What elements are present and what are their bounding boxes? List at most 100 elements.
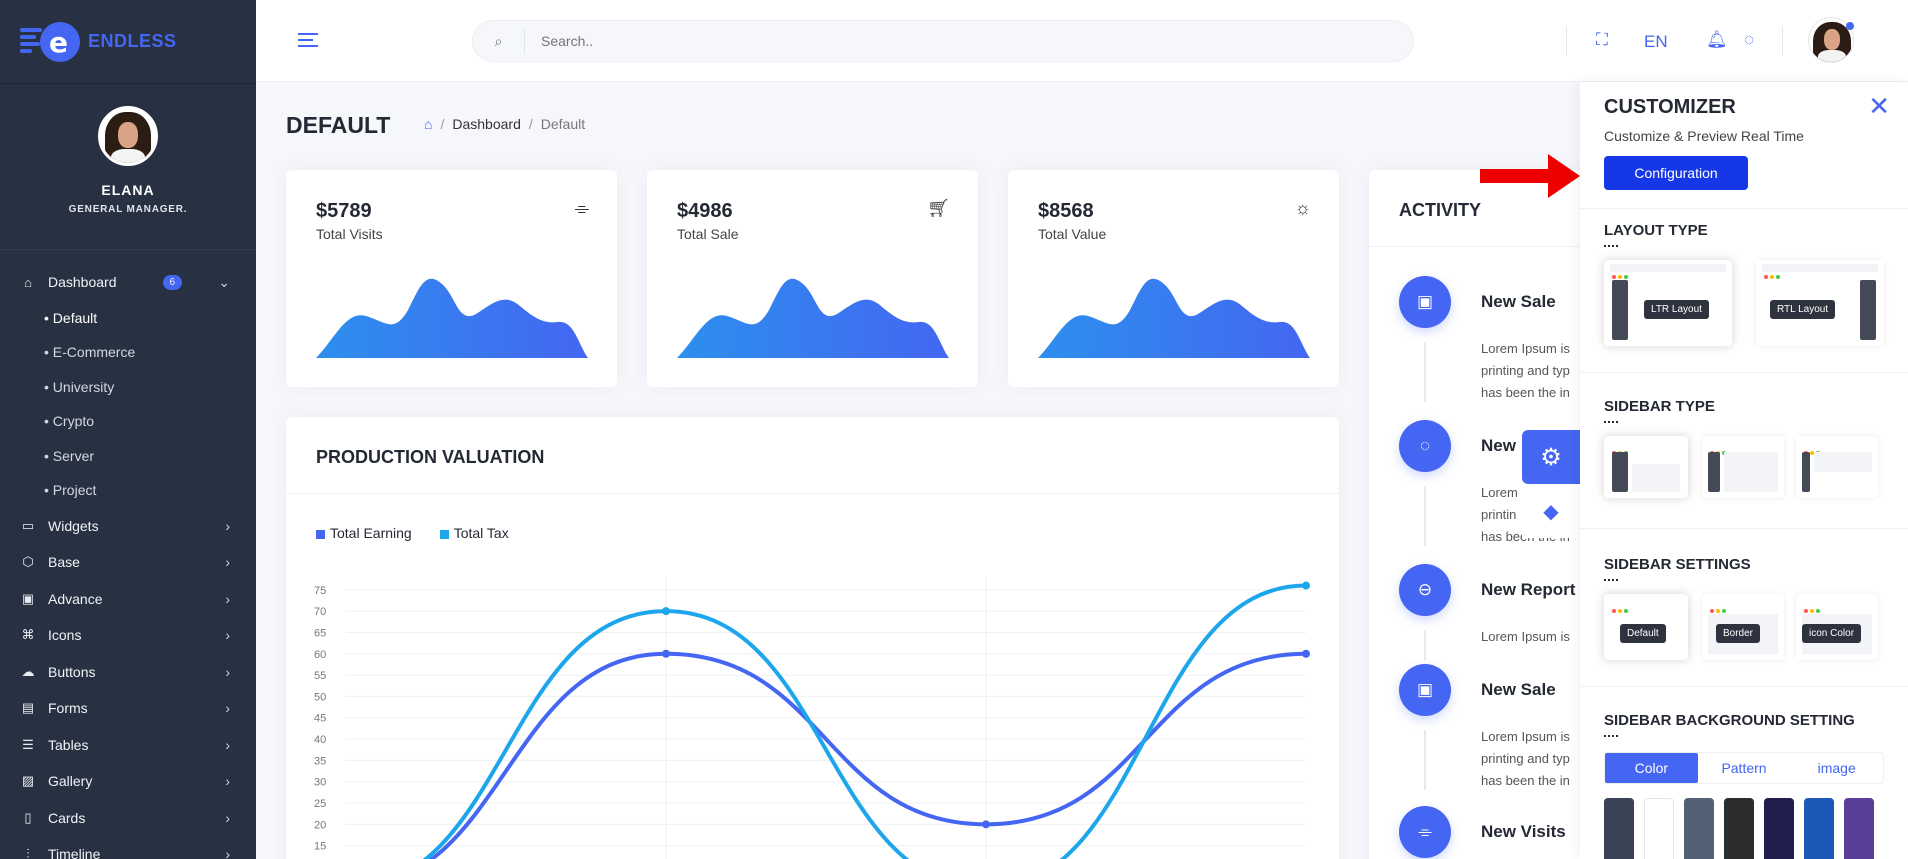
color-swatch[interactable] (1724, 798, 1754, 859)
sidebar-subitem-server[interactable]: • Server (44, 447, 95, 464)
online-indicator (1846, 22, 1854, 30)
sidebar-setting-icon-color[interactable]: icon Color (1796, 594, 1878, 660)
sidebar-subitem-crypto[interactable]: • Crypto (44, 413, 95, 430)
y-tick-label: 75 (314, 585, 326, 597)
chat-icon: ◌ (1399, 420, 1451, 472)
line-chart: 75 70 65 60 55 50 45 40 35 30 25 20 15 (314, 577, 1310, 859)
section-title-sidebar-settings: SIDEBAR SETTINGS (1604, 556, 1751, 581)
data-point (1302, 649, 1310, 658)
chevron-right-icon: › (225, 773, 230, 790)
breadcrumb-current: Default (540, 116, 586, 132)
cloud-icon: ☁ (21, 663, 35, 679)
color-swatch[interactable] (1604, 798, 1634, 859)
color-swatch[interactable] (1644, 798, 1674, 859)
sidebar-item-label: Forms (48, 700, 88, 717)
tab-color[interactable]: Color (1605, 753, 1698, 783)
sidebar-item-widgets[interactable]: ▭ Widgets › (0, 508, 256, 545)
color-swatch[interactable] (1764, 798, 1794, 859)
minus-circle-icon: ⊖ (1399, 564, 1451, 616)
bell-icon[interactable]: 🔔︎ (1706, 30, 1728, 49)
sidebar-subitem-university[interactable]: • University (44, 378, 115, 395)
color-swatch[interactable] (1804, 798, 1834, 859)
y-tick-label: 70 (314, 606, 326, 618)
sidebar-item-timeline[interactable]: ⫶ Timeline › (0, 836, 256, 859)
layout-label: LTR Layout (1644, 300, 1709, 319)
setting-label: Default (1620, 624, 1666, 643)
activity-heading: New Visits (1481, 822, 1566, 841)
profile-panel: ELANA GENERAL MANAGER. (0, 84, 256, 250)
sidebar-item-dashboard[interactable]: ⌂ Dashboard 6 ⌄ (0, 264, 256, 301)
activity-heading: New Sale (1481, 292, 1556, 311)
stat-card-visits: $5789 Total Visits ⌯ (286, 170, 617, 387)
search-bar: ⌕ (472, 20, 1414, 62)
breadcrumb-link[interactable]: Dashboard (452, 116, 521, 132)
y-tick-label: 50 (314, 691, 326, 703)
sidebar: e ENDLESS ELANA GENERAL MANAGER. ⌂ Dashb… (0, 0, 256, 859)
color-swatch[interactable] (1684, 798, 1714, 859)
diamond-icon[interactable]: ◆ (1522, 484, 1580, 538)
logo-icon: e (20, 20, 80, 64)
settings-gear-icon[interactable]: ⚙ (1522, 430, 1580, 484)
sidebar-item-cards[interactable]: ▯ Cards › (0, 800, 256, 837)
sidebar-item-base[interactable]: ⬡ Base › (0, 544, 256, 581)
sidebar-subitem-project[interactable]: • Project (44, 482, 97, 499)
sidebar-item-gallery[interactable]: ▨ Gallery › (0, 763, 256, 800)
sidebar-subitem-ecommerce[interactable]: • E-Commerce (44, 344, 136, 361)
top-header: ⌕ ⛶ EN 🔔︎ ◌ (256, 0, 1908, 82)
activity-heading: New Sale (1481, 680, 1556, 699)
sidebar-item-label: Dashboard (48, 274, 117, 291)
sidebar-item-label: Icons (48, 627, 82, 644)
stat-label: Total Sale (677, 226, 739, 242)
sidebar-item-advance[interactable]: ▣ Advance › (0, 581, 256, 618)
fullscreen-icon[interactable]: ⛶ (1596, 30, 1608, 49)
y-tick-label: 35 (314, 755, 326, 767)
sidebar-item-label: Advance (48, 590, 103, 607)
sidebar-setting-default[interactable]: Default (1604, 594, 1688, 660)
section-title-sidebar-type: SIDEBAR TYPE (1604, 398, 1715, 423)
sidebar-setting-border[interactable]: Border (1702, 594, 1784, 660)
chat-icon[interactable]: ◌ (1744, 30, 1755, 49)
layout-option-ltr[interactable]: LTR Layout (1604, 260, 1732, 346)
legend-item[interactable]: Total Earning (316, 525, 412, 541)
sidebar-type-option[interactable] (1604, 436, 1688, 498)
page-title: DEFAULT (286, 112, 391, 138)
stat-value: $4986 (677, 200, 733, 222)
tab-pattern[interactable]: Pattern (1721, 760, 1767, 776)
activity-text: Lorem Ipsum is printing and typ has been t… (1481, 341, 1570, 400)
configuration-button[interactable]: Configuration (1604, 156, 1748, 190)
box-icon: ⬡ (22, 554, 34, 570)
home-icon[interactable]: ⌂ (424, 116, 433, 132)
layout-option-rtl[interactable]: RTL Layout (1756, 260, 1884, 346)
tab-image[interactable]: image (1817, 760, 1856, 776)
book-icon: ▯ (24, 809, 32, 825)
close-icon[interactable]: ✕ (1868, 92, 1890, 122)
sidebar-type-option[interactable] (1702, 436, 1784, 498)
sidebar-item-label: Widgets (48, 517, 99, 534)
header-divider (1566, 26, 1567, 56)
avatar[interactable] (98, 106, 158, 166)
language-selector[interactable]: EN (1644, 32, 1668, 51)
y-tick-label: 60 (314, 649, 326, 661)
sidebar-subitem-default[interactable]: • Default (44, 309, 98, 326)
chevron-right-icon: › (225, 700, 230, 717)
card-title: ACTIVITY (1399, 200, 1482, 220)
stat-card-sale: $4986 Total Sale 🛒︎ (647, 170, 978, 387)
logo[interactable]: e ENDLESS (0, 0, 256, 84)
sidebar-item-tables[interactable]: ☰ Tables › (0, 727, 256, 764)
bg-setting-tabs: Color Pattern image (1604, 752, 1884, 784)
data-point (1302, 581, 1310, 590)
menu-toggle-icon[interactable] (298, 33, 318, 51)
customizer-panel: CUSTOMIZER ✕ Customize & Preview Real Ti… (1580, 82, 1908, 859)
color-swatch[interactable] (1844, 798, 1874, 859)
sidebar-item-forms[interactable]: ▤ Forms › (0, 690, 256, 727)
legend-item[interactable]: Total Tax (439, 525, 509, 541)
activity-card: ACTIVITY ▣ New Sale Lorem Ipsum is printi… (1369, 170, 1589, 859)
section-title-layout-type: LAYOUT TYPE (1604, 222, 1708, 247)
search-input[interactable] (525, 33, 1325, 49)
chevron-right-icon: › (225, 736, 230, 753)
command-icon: ⌘ (21, 627, 35, 643)
sidebar-item-icons[interactable]: ⌘ Icons › (0, 617, 256, 654)
sidebar-item-buttons[interactable]: ☁ Buttons › (0, 654, 256, 691)
sidebar-type-option[interactable] (1796, 436, 1878, 498)
y-tick-label: 65 (314, 627, 326, 639)
